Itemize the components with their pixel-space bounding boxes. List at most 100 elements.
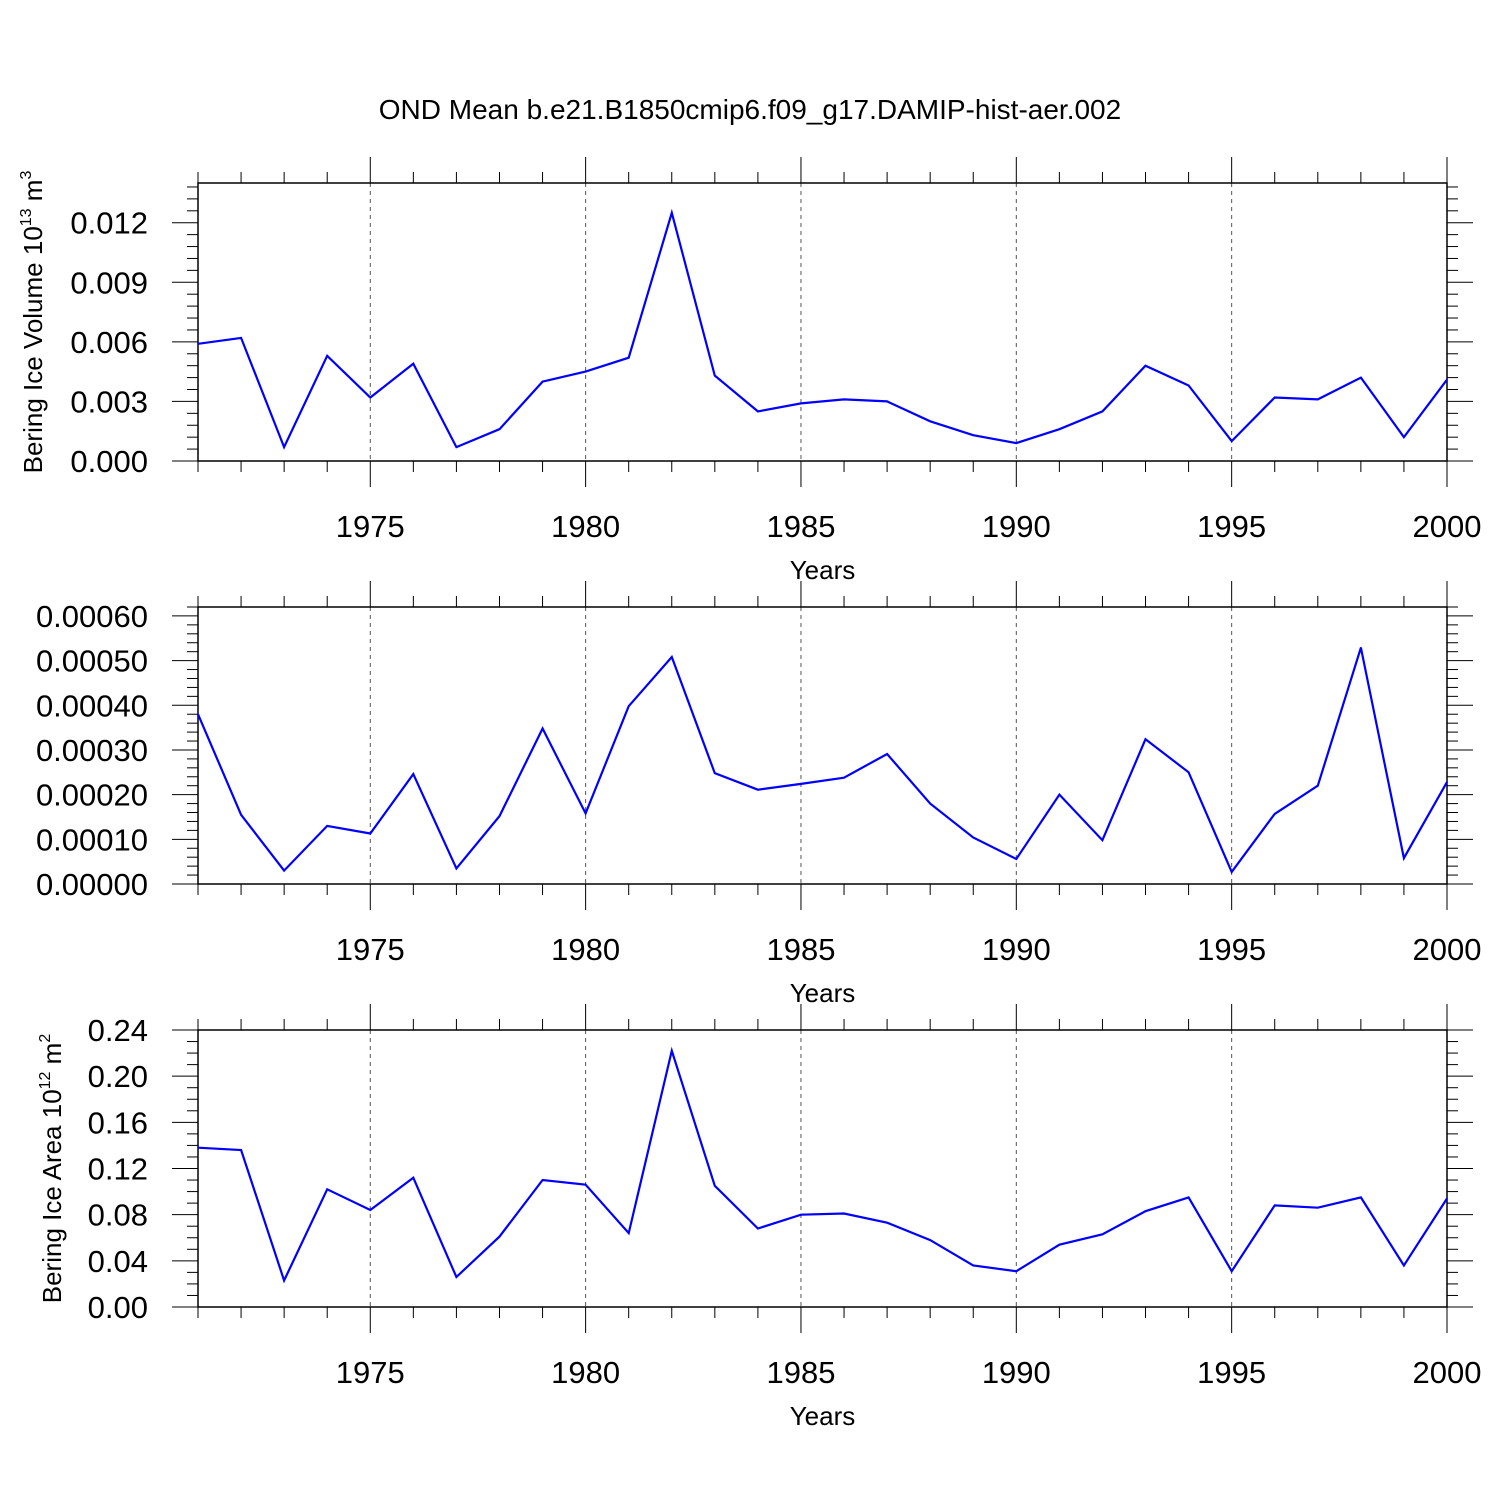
chart-panel-1: 1975 1980 1985 1990 1995 2000 Years 0.000 0.003 0… — [18, 157, 1481, 585]
data-point — [412, 362, 415, 365]
data-point — [412, 1176, 415, 1179]
data-point — [1403, 857, 1405, 859]
data-point — [714, 374, 716, 377]
y-tick-label: 0.00040 — [36, 688, 148, 723]
data-point — [1230, 440, 1233, 442]
data-point — [843, 1212, 845, 1215]
data-point — [627, 356, 630, 359]
data-point — [283, 446, 285, 448]
data-point — [1144, 364, 1147, 367]
data-point — [197, 713, 199, 716]
data-point — [1230, 1270, 1233, 1273]
data-point — [197, 1146, 199, 1149]
data-point — [843, 398, 845, 401]
chart-panel-3: 1975 1980 1985 1990 1995 2000 Years 0.00 0.04 0.0… — [37, 1004, 1481, 1431]
data-point — [757, 1227, 759, 1230]
data-point — [1316, 1206, 1319, 1209]
data-point — [886, 400, 888, 403]
data-series-line — [197, 208, 1448, 450]
data-point — [886, 1221, 888, 1224]
data-point — [1144, 1210, 1147, 1213]
x-tick-label: 1995 — [1197, 509, 1266, 544]
data-point — [886, 753, 888, 755]
data-point — [1273, 396, 1276, 399]
data-point — [584, 812, 587, 815]
x-tick-label: 1975 — [336, 932, 405, 967]
x-axis-label: Years — [790, 1401, 856, 1431]
data-point — [455, 1276, 458, 1278]
data-point — [326, 354, 329, 357]
data-series-line — [197, 1046, 1448, 1284]
y-tick-label: 0.12 — [88, 1152, 148, 1187]
data-point — [1403, 1264, 1405, 1267]
data-point — [670, 211, 673, 214]
data-point — [455, 867, 458, 870]
data-point — [240, 813, 242, 816]
x-tick-label: 1990 — [982, 1355, 1051, 1390]
x-tick-label: 1990 — [982, 932, 1051, 967]
data-point — [1101, 839, 1104, 842]
x-tick-label: 2000 — [1413, 1355, 1482, 1390]
data-point — [800, 783, 802, 785]
data-point — [1015, 1270, 1018, 1273]
y-label-unit: m — [37, 1043, 67, 1072]
chart-title: OND Mean b.e21.B1850cmip6.f09_g17.DAMIP-… — [379, 94, 1121, 125]
data-point — [1360, 376, 1362, 379]
data-point — [929, 1239, 931, 1241]
data-point — [714, 1185, 716, 1187]
y-label-unit-exponent: 3 — [18, 171, 35, 180]
y-label-unit: m — [18, 180, 48, 209]
plot-frame — [197, 182, 1448, 462]
x-tick-label: 1985 — [766, 509, 835, 544]
y-label-exponent: 13 — [18, 208, 35, 226]
y-tick-label: 0.24 — [88, 1013, 148, 1048]
data-point — [1058, 428, 1061, 431]
y-tick-label: 0.00050 — [36, 644, 148, 679]
x-tick-label: 1980 — [551, 1355, 620, 1390]
data-point — [240, 1149, 242, 1151]
data-point — [1446, 1197, 1448, 1200]
data-point — [498, 1235, 501, 1238]
x-tick-label: 1975 — [336, 509, 405, 544]
y-tick-label: 0.16 — [88, 1105, 148, 1140]
data-point — [498, 815, 501, 817]
data-point — [1446, 378, 1448, 381]
data-point — [1101, 1233, 1104, 1236]
data-point — [541, 1179, 544, 1181]
y-tick-label: 0.003 — [70, 384, 148, 419]
data-point — [1403, 436, 1405, 438]
data-point — [757, 410, 759, 413]
x-tick-label: 1995 — [1197, 932, 1266, 967]
chart-panel-2: 1975 1980 1985 1990 1995 2000 Years 0.00000 0.00… — [36, 581, 1481, 1008]
data-point — [1101, 410, 1104, 413]
y-axis-label: Bering Ice Volume 1013 m3 — [18, 171, 48, 474]
data-point — [757, 788, 759, 791]
y-tick-label: 0.04 — [88, 1244, 148, 1279]
data-point — [369, 832, 372, 835]
data-point — [584, 370, 587, 373]
y-axis-label: Bering Ice Area 1012 m2 — [37, 1034, 67, 1304]
data-point — [1230, 871, 1233, 873]
data-point — [455, 446, 458, 448]
data-point — [369, 1209, 372, 1211]
data-point — [197, 343, 199, 345]
data-point — [1316, 784, 1319, 787]
data-point — [283, 1279, 285, 1282]
y-tick-label: 0.000 — [70, 444, 148, 479]
data-point — [1316, 398, 1319, 401]
data-series-line — [196, 647, 1448, 875]
y-tick-label: 0.00060 — [36, 599, 148, 634]
x-tick-label: 1975 — [336, 1355, 405, 1390]
y-tick-label: 0.012 — [70, 206, 148, 241]
data-point — [584, 1183, 587, 1186]
data-point — [1360, 1196, 1362, 1199]
data-point — [1058, 793, 1061, 796]
data-point — [326, 1188, 329, 1191]
data-point — [1446, 781, 1448, 783]
data-point — [929, 802, 931, 805]
x-tick-label: 1985 — [766, 932, 835, 967]
data-point — [1058, 1243, 1061, 1246]
chart-panels: 1975 1980 1985 1990 1995 2000 Years 0.000 0.003 0… — [18, 157, 1481, 1431]
data-point — [670, 1049, 673, 1052]
data-point — [670, 656, 673, 658]
